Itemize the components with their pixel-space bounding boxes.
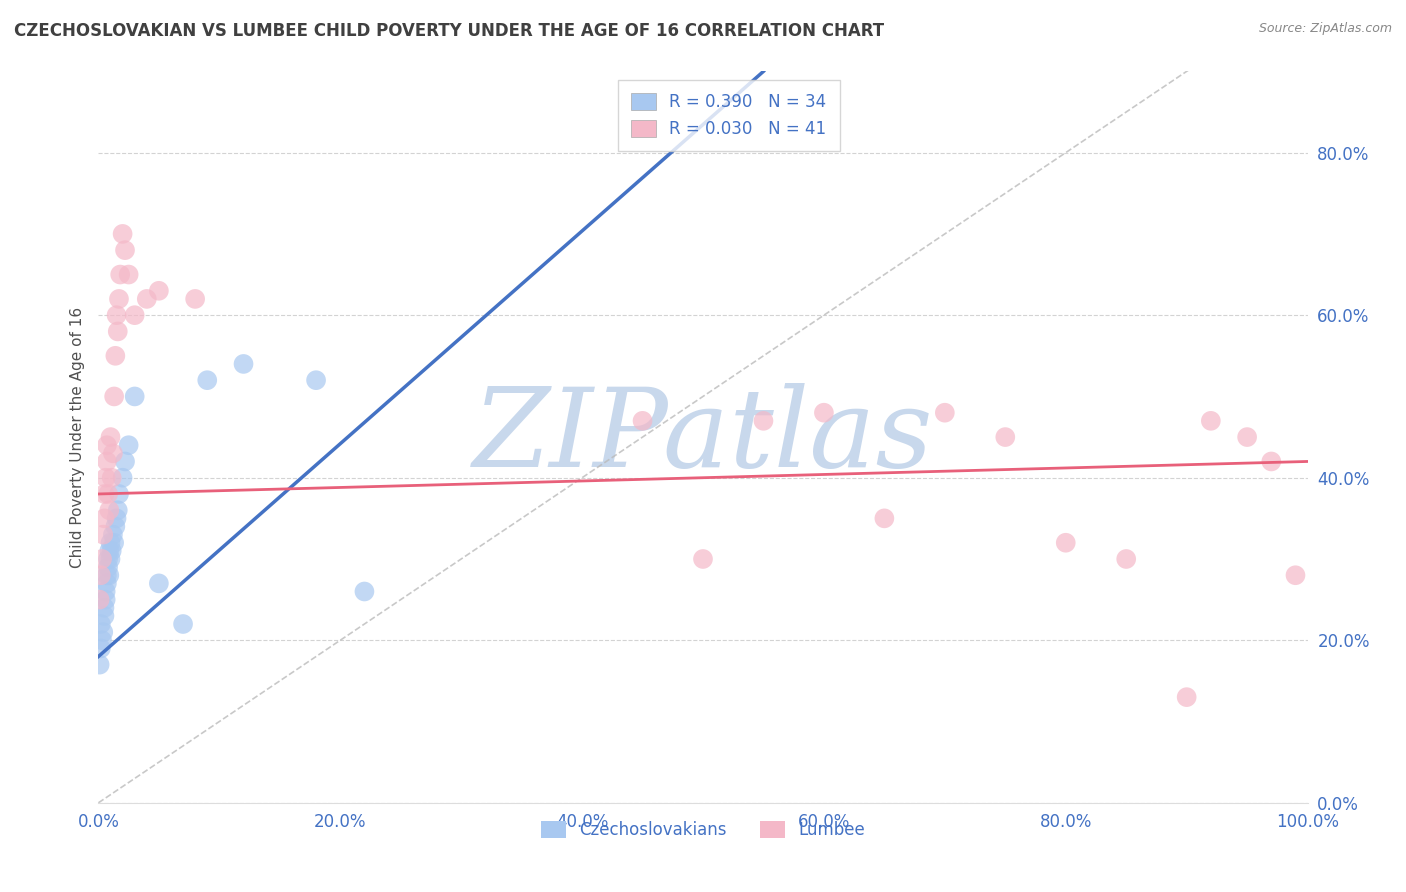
Point bbox=[752, 414, 775, 428]
Point bbox=[89, 657, 111, 672]
Point bbox=[91, 633, 114, 648]
Point bbox=[89, 592, 111, 607]
Point bbox=[94, 471, 117, 485]
Point bbox=[91, 625, 114, 640]
Point bbox=[813, 406, 835, 420]
Point bbox=[692, 552, 714, 566]
Point bbox=[96, 438, 118, 452]
Point bbox=[100, 471, 122, 485]
Y-axis label: Child Poverty Under the Age of 16: Child Poverty Under the Age of 16 bbox=[69, 307, 84, 567]
Point bbox=[305, 373, 328, 387]
Text: ZIPatlas: ZIPatlas bbox=[472, 384, 934, 491]
Point bbox=[97, 487, 120, 501]
Point bbox=[96, 576, 118, 591]
Point bbox=[105, 308, 128, 322]
Point bbox=[994, 430, 1017, 444]
Point bbox=[98, 503, 121, 517]
Point bbox=[93, 608, 115, 623]
Point bbox=[103, 535, 125, 549]
Point bbox=[1175, 690, 1198, 705]
Point bbox=[195, 373, 218, 387]
Point bbox=[108, 292, 131, 306]
Point bbox=[100, 552, 122, 566]
Point bbox=[124, 389, 146, 403]
Point bbox=[105, 511, 128, 525]
Point bbox=[934, 406, 956, 420]
Point bbox=[100, 544, 122, 558]
Point bbox=[631, 414, 654, 428]
Point bbox=[111, 471, 134, 485]
Point bbox=[91, 527, 114, 541]
Point bbox=[94, 592, 117, 607]
Point bbox=[353, 584, 375, 599]
Point bbox=[1236, 430, 1258, 444]
Point bbox=[104, 349, 127, 363]
Point bbox=[108, 268, 131, 282]
Point bbox=[118, 268, 141, 282]
Point bbox=[91, 552, 114, 566]
Point bbox=[148, 284, 170, 298]
Text: CZECHOSLOVAKIAN VS LUMBEE CHILD POVERTY UNDER THE AGE OF 16 CORRELATION CHART: CZECHOSLOVAKIAN VS LUMBEE CHILD POVERTY … bbox=[14, 22, 884, 40]
Point bbox=[93, 487, 115, 501]
Point bbox=[1199, 414, 1222, 428]
Legend: Czechoslovakians, Lumbee: Czechoslovakians, Lumbee bbox=[534, 814, 872, 846]
Point bbox=[93, 600, 115, 615]
Point bbox=[114, 243, 136, 257]
Point bbox=[108, 487, 131, 501]
Point bbox=[148, 576, 170, 591]
Point bbox=[96, 568, 118, 582]
Point bbox=[114, 454, 136, 468]
Point bbox=[111, 227, 134, 241]
Point bbox=[98, 568, 121, 582]
Point bbox=[98, 544, 121, 558]
Point bbox=[1054, 535, 1077, 549]
Point bbox=[97, 560, 120, 574]
Point bbox=[124, 308, 146, 322]
Point bbox=[103, 389, 125, 403]
Point bbox=[135, 292, 157, 306]
Point bbox=[873, 511, 896, 525]
Point bbox=[184, 292, 207, 306]
Point bbox=[104, 519, 127, 533]
Point bbox=[96, 454, 118, 468]
Point bbox=[101, 446, 124, 460]
Point bbox=[1115, 552, 1137, 566]
Point bbox=[97, 552, 120, 566]
Point bbox=[100, 535, 122, 549]
Point bbox=[107, 503, 129, 517]
Point bbox=[107, 325, 129, 339]
Point bbox=[172, 617, 194, 632]
Text: Source: ZipAtlas.com: Source: ZipAtlas.com bbox=[1258, 22, 1392, 36]
Point bbox=[94, 584, 117, 599]
Point bbox=[90, 568, 112, 582]
Point bbox=[232, 357, 254, 371]
Point bbox=[100, 430, 122, 444]
Point bbox=[101, 527, 124, 541]
Point bbox=[93, 511, 115, 525]
Point bbox=[90, 617, 112, 632]
Point bbox=[1284, 568, 1306, 582]
Point bbox=[1260, 454, 1282, 468]
Point bbox=[118, 438, 141, 452]
Point bbox=[90, 641, 112, 656]
